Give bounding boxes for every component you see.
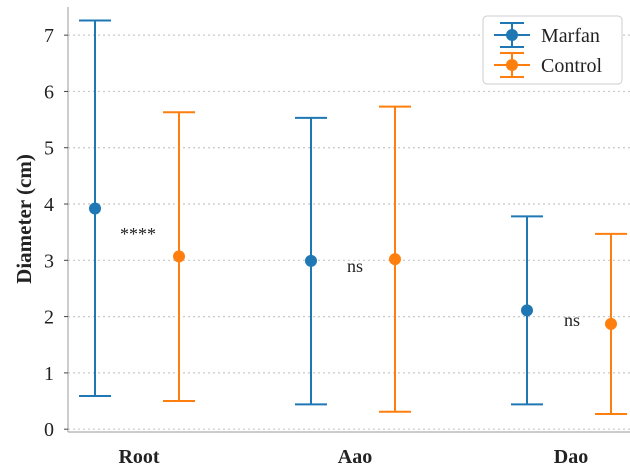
significance-label: **** [120, 224, 156, 244]
significance-annotations: **** ns ns [120, 224, 580, 330]
y-tick-label: 4 [44, 194, 54, 216]
y-tick-label: 6 [44, 81, 54, 103]
y-tick-label: 5 [44, 138, 54, 160]
marfan-errorbar-dao [511, 215, 543, 406]
legend-label: Marfan [541, 25, 600, 47]
y-tick-label: 3 [44, 250, 54, 272]
gridlines [68, 34, 630, 430]
significance-label: ns [347, 256, 363, 276]
marfan-errorbar-root [79, 19, 111, 397]
legend-entry-marfan: Marfan [494, 22, 600, 48]
legend-label: Control [541, 55, 603, 77]
legend-box [482, 15, 623, 85]
y-tick-label: 7 [44, 25, 54, 47]
mean-point [521, 304, 533, 317]
control-errorbar-aao [379, 105, 411, 413]
x-tick-labels: Root Aao Dao [118, 446, 588, 468]
axes [67, 7, 630, 433]
x-tick-label-root: Root [118, 446, 159, 468]
mean-point [605, 317, 617, 330]
legend: Marfan Control [482, 15, 623, 85]
x-tick-label-aao: Aao [338, 446, 372, 468]
control-errorbar-root [163, 111, 195, 403]
mean-point [89, 202, 101, 215]
marfan-errorbar-aao [295, 116, 327, 406]
legend-marker [506, 29, 518, 41]
y-tick-label: 1 [44, 363, 54, 385]
legend-marker [506, 59, 518, 71]
control-errorbar-dao [595, 232, 627, 415]
mean-point [389, 253, 401, 266]
y-tick-labels: 0 1 2 3 4 5 6 7 [44, 25, 68, 441]
legend-entry-control: Control [494, 52, 603, 78]
series-marks [79, 19, 627, 415]
y-tick-label: 2 [44, 307, 54, 329]
x-tick-label-dao: Dao [554, 446, 588, 468]
y-axis-label: Diameter (cm) [12, 154, 36, 284]
mean-point [173, 250, 185, 263]
y-tick-label: 0 [44, 419, 54, 441]
mean-point [305, 254, 317, 267]
significance-label: ns [564, 310, 580, 330]
